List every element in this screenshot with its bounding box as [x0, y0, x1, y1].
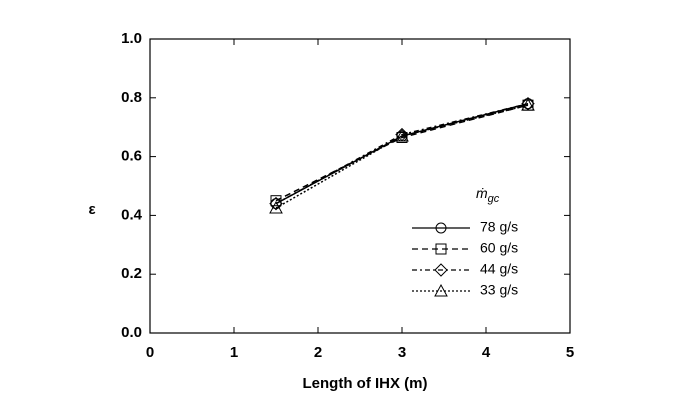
- y-tick-label: 1.0: [121, 30, 142, 47]
- legend-symbol: ṁ: [476, 185, 488, 201]
- marker: [269, 201, 283, 214]
- y-tick-label: 0.8: [121, 89, 142, 106]
- legend-marker: [434, 283, 448, 297]
- legend-marker: [435, 222, 447, 234]
- series-line: [275, 104, 529, 209]
- legend-label: 44 g/s: [480, 261, 518, 277]
- legend-label: 78 g/s: [480, 219, 518, 235]
- marker: [269, 196, 283, 211]
- series-line: [275, 102, 529, 205]
- y-tick-label: 0.4: [121, 206, 143, 223]
- x-tick-label: 3: [398, 344, 406, 361]
- marker: [521, 98, 535, 111]
- x-tick-label: 2: [314, 344, 322, 361]
- series-line: [275, 104, 529, 202]
- x-axis-label: Length of IHX (m): [303, 375, 428, 392]
- series-line: [275, 102, 529, 205]
- x-tick-label: 1: [230, 344, 238, 361]
- x-tick-label: 0: [146, 344, 154, 361]
- y-tick-label: 0.0: [121, 324, 142, 341]
- y-tick-label: 0.2: [121, 265, 142, 282]
- marker: [395, 128, 409, 142]
- y-tick-label: 0.6: [121, 148, 142, 165]
- x-tick-label: 4: [482, 344, 491, 361]
- legend-subscript: gc: [488, 193, 500, 205]
- legend-marker: [434, 263, 448, 277]
- marker: [270, 195, 282, 207]
- marker: [396, 131, 408, 143]
- legend-title: ṁgc: [476, 185, 500, 205]
- x-tick-label: 5: [566, 344, 574, 361]
- legend-marker: [435, 243, 447, 255]
- plot-frame: [149, 38, 571, 334]
- legend-label: 60 g/s: [480, 240, 518, 256]
- legend-label: 33 g/s: [480, 282, 518, 298]
- y-axis-label: ε: [88, 201, 95, 218]
